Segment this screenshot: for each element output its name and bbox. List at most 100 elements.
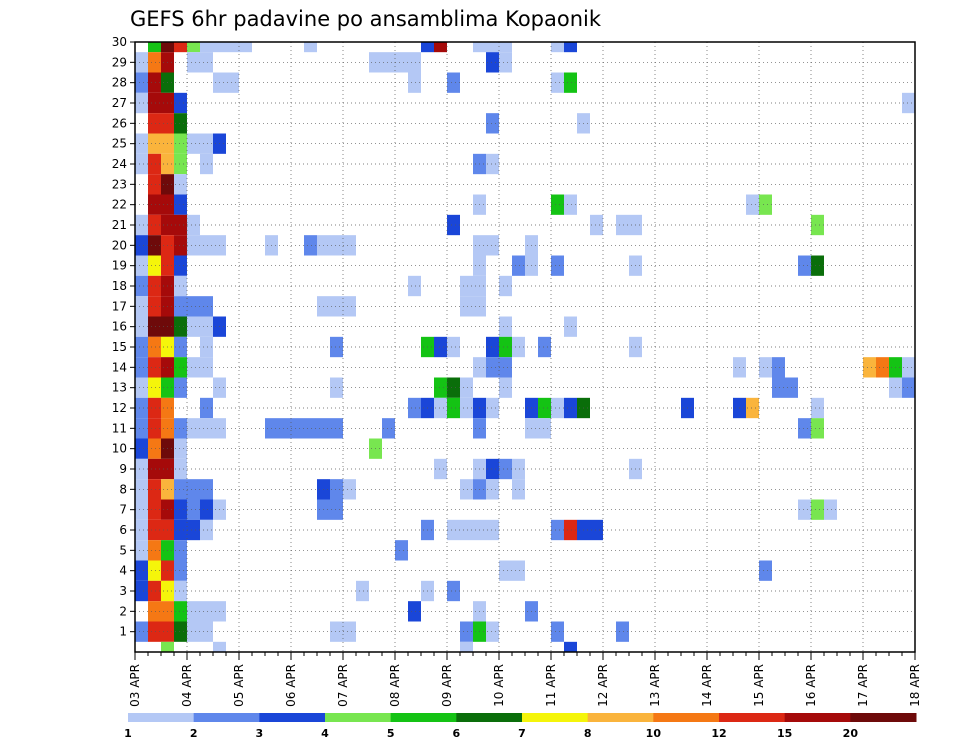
heatmap-cell <box>174 316 187 337</box>
heatmap-cell <box>876 357 889 378</box>
heatmap-cell <box>174 275 187 297</box>
heatmap-cell <box>148 479 161 500</box>
heatmap-cell <box>148 113 161 134</box>
y-tick-label: 6 <box>119 523 127 537</box>
heatmap-cell <box>135 336 148 358</box>
heatmap-cell <box>135 418 148 439</box>
colorbar-swatch <box>259 713 326 722</box>
heatmap-cell <box>902 92 915 114</box>
colorbar-swatch <box>193 713 260 722</box>
heatmap-cell <box>486 113 499 134</box>
heatmap-cell <box>616 214 629 236</box>
heatmap-cell <box>447 336 460 358</box>
heatmap-cell <box>135 72 148 93</box>
heatmap-cell <box>486 357 499 378</box>
colorbar-label: 12 <box>711 727 726 740</box>
heatmap-cell <box>616 621 629 642</box>
colorbar: 1 2 3 4 5 6 7 8 10 12 15 20 <box>124 713 917 740</box>
heatmap-cell <box>512 560 525 581</box>
heatmap-cell <box>421 42 434 53</box>
colorbar-label: 15 <box>777 727 792 740</box>
colorbar-swatch <box>850 713 917 722</box>
heatmap-cell <box>187 601 200 622</box>
heatmap-cell <box>460 641 473 652</box>
heatmap-cell <box>148 621 161 642</box>
x-tick-label: 10 APR <box>492 664 506 707</box>
heatmap-cell <box>330 418 343 439</box>
heatmap-cell <box>135 255 148 276</box>
heatmap-cell <box>486 42 499 53</box>
heatmap-cell <box>512 458 525 480</box>
heatmap-cell <box>200 357 213 378</box>
heatmap-cell <box>213 42 226 53</box>
heatmap-cell <box>382 52 395 73</box>
heatmap-cell <box>174 560 187 581</box>
y-tick-label: 24 <box>112 157 127 171</box>
x-tick-label: 04 APR <box>180 664 194 707</box>
heatmap-cell <box>564 194 577 215</box>
heatmap-cell <box>499 316 512 337</box>
heatmap-cell <box>148 133 161 154</box>
heatmap-cell <box>200 42 213 53</box>
heatmap-cell <box>135 479 148 500</box>
heatmap-cell <box>330 621 343 642</box>
heatmap-cell <box>174 519 187 541</box>
heatmap-cell <box>486 52 499 73</box>
heatmap-cell <box>551 194 564 215</box>
y-tick-label: 29 <box>112 55 127 69</box>
heatmap-cell <box>135 214 148 236</box>
heatmap-cell <box>499 357 512 378</box>
heatmap-cell <box>200 418 213 439</box>
heatmap-cell <box>174 580 187 602</box>
heatmap-cell <box>408 397 421 419</box>
heatmap-cell <box>174 438 187 459</box>
heatmap-cell <box>174 499 187 520</box>
y-tick-label: 14 <box>112 360 127 374</box>
heatmap-cell <box>551 72 564 93</box>
y-tick-label: 23 <box>112 177 127 191</box>
heatmap-cell <box>460 519 473 541</box>
heatmap-cell <box>200 519 213 541</box>
heatmap-cell <box>148 296 161 317</box>
heatmap-cell <box>148 377 161 398</box>
heatmap-cell <box>135 397 148 419</box>
x-tick-label: 05 APR <box>232 664 246 707</box>
colorbar-swatch <box>325 713 392 722</box>
heatmap-cell <box>148 357 161 378</box>
heatmap-cell <box>460 397 473 419</box>
heatmap-cell <box>460 377 473 398</box>
heatmap-cell <box>512 336 525 358</box>
heatmap-cell <box>200 336 213 358</box>
heatmap-cell <box>174 377 187 398</box>
y-tick-label: 30 <box>112 35 127 49</box>
heatmap-cell <box>564 641 577 652</box>
heatmap-cell <box>447 214 460 236</box>
heatmap-cell <box>200 499 213 520</box>
y-tick-label: 1 <box>119 625 127 639</box>
x-tick-label: 07 APR <box>336 664 350 707</box>
heatmap-cell <box>434 458 447 480</box>
colorbar-label: 8 <box>584 727 592 740</box>
heatmap-cell <box>200 479 213 500</box>
x-tick-label: 09 APR <box>440 664 454 707</box>
x-tick-label: 14 APR <box>700 664 714 707</box>
heatmap-cell <box>174 214 187 236</box>
x-tick-label: 03 APR <box>128 664 142 707</box>
heatmap-cell <box>200 316 213 337</box>
heatmap-cell <box>200 133 213 154</box>
heatmap-cell <box>161 42 174 53</box>
heatmap-cell <box>538 336 551 358</box>
heatmap-cell <box>304 42 317 53</box>
heatmap-cell <box>564 72 577 93</box>
x-tick-label: 17 APR <box>856 664 870 707</box>
colorbar-label: 5 <box>387 727 395 740</box>
heatmap-cell <box>551 255 564 276</box>
heatmap-cell <box>174 133 187 154</box>
heatmap-cell <box>486 479 499 500</box>
heatmap-cell <box>798 418 811 439</box>
heatmap-cell <box>798 499 811 520</box>
y-tick-label: 3 <box>119 584 127 598</box>
y-tick-label: 13 <box>112 381 127 395</box>
x-tick-label: 16 APR <box>804 664 818 707</box>
